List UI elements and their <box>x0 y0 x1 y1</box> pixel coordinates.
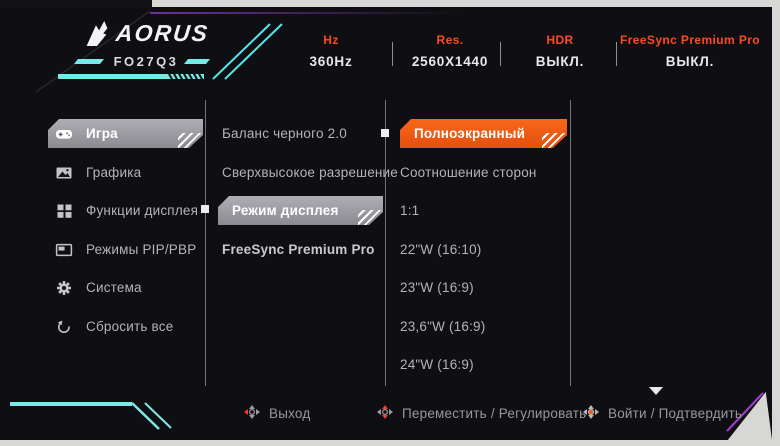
status-refresh-rate: Hz 360Hz <box>281 33 381 69</box>
divider-submenu <box>385 100 386 386</box>
status-value: 360Hz <box>309 54 353 69</box>
option-selection-marker <box>381 129 389 137</box>
hint-move-adjust: Переместить / Регулировать <box>376 403 586 423</box>
sidebar-highlight <box>48 119 203 148</box>
status-label: FreeSync Premium Pro <box>619 33 761 47</box>
joystick-press-icon <box>582 404 600 423</box>
scroll-down-icon[interactable] <box>649 387 663 395</box>
submenu-item-label: FreeSync Premium Pro <box>222 242 375 257</box>
sidebar-item-picture[interactable]: Графика <box>55 158 141 187</box>
status-separator <box>392 42 393 66</box>
joystick-updown-icon <box>376 404 394 423</box>
sidebar-item-label: Функции дисплея <box>86 203 199 218</box>
gear-icon <box>55 280 73 296</box>
option-item-23-6w[interactable]: 23,6"W (16:9) <box>400 312 485 341</box>
divider-sidebar <box>205 100 206 386</box>
option-item-fullscreen[interactable]: Полноэкранный <box>414 119 525 148</box>
sidebar-item-pip-pbp[interactable]: Режимы PIP/PBP <box>55 235 196 264</box>
status-value: ВЫКЛ. <box>535 54 585 69</box>
status-freesync: FreeSync Premium Pro ВЫКЛ. <box>614 33 766 69</box>
submenu-item-label: Сверхвысокое разрешение <box>222 165 399 180</box>
option-item-label: 23"W (16:9) <box>400 280 474 295</box>
option-item-1-1[interactable]: 1:1 <box>400 196 419 225</box>
sidebar-item-label: Графика <box>86 165 142 180</box>
status-label: Res. <box>436 33 464 47</box>
sidebar-item-reset-all[interactable]: Сбросить все <box>55 312 173 341</box>
status-resolution: Res. 2560X1440 <box>395 33 505 69</box>
option-item-23w[interactable]: 23"W (16:9) <box>400 273 474 302</box>
status-label: Hz <box>323 33 339 47</box>
status-separator <box>616 42 617 66</box>
hint-label: Переместить / Регулировать <box>402 405 587 421</box>
gamepad-icon <box>55 126 73 142</box>
submenu-item-super-resolution[interactable]: Сверхвысокое разрешение <box>222 158 398 187</box>
option-item-aspect-ratio[interactable]: Соотношение сторон <box>400 158 537 187</box>
option-item-24w[interactable]: 24"W (16:9) <box>400 350 474 379</box>
submenu-highlight <box>218 196 383 225</box>
sidebar-item-label: Сбросить все <box>86 319 174 334</box>
submenu-item-label: Баланс черного 2.0 <box>222 126 347 141</box>
sidebar-item-label: Система <box>86 280 142 295</box>
brand-name: AORUS <box>114 20 211 46</box>
joystick-left-icon <box>243 404 261 423</box>
option-item-label: Полноэкранный <box>414 126 526 141</box>
option-item-22w[interactable]: 22"W (16:10) <box>400 235 481 264</box>
sidebar-item-game[interactable]: Игра <box>55 119 118 148</box>
grid-icon <box>55 203 73 219</box>
hint-label: Выход <box>269 405 311 421</box>
submenu-item-label: Режим дисплея <box>232 203 339 218</box>
option-item-label: 22"W (16:10) <box>400 242 482 257</box>
option-item-label: 1:1 <box>400 203 420 218</box>
status-label: HDR <box>546 33 574 47</box>
status-hdr: HDR ВЫКЛ. <box>505 33 615 69</box>
submenu-item-black-equalizer[interactable]: Баланс черного 2.0 <box>222 119 347 148</box>
submenu-item-freesync[interactable]: FreeSync Premium Pro <box>222 235 375 264</box>
option-highlight <box>400 119 567 148</box>
status-value: 2560X1440 <box>411 54 489 69</box>
reset-icon <box>55 319 73 335</box>
submenu-selection-marker <box>201 205 209 213</box>
hint-label: Войти / Подтвердить <box>608 405 743 421</box>
hint-enter-confirm: Войти / Подтвердить <box>582 403 742 423</box>
pip-icon <box>55 242 73 258</box>
picture-icon <box>55 165 73 181</box>
hint-exit: Выход <box>243 403 310 423</box>
option-item-label: 24"W (16:9) <box>400 357 474 372</box>
sidebar-item-system[interactable]: Система <box>55 273 142 302</box>
top-left-shadow <box>0 0 152 8</box>
sidebar-item-display-functions[interactable]: Функции дисплея <box>55 196 198 225</box>
sidebar-item-label: Режимы PIP/PBP <box>86 242 197 257</box>
divider-options <box>570 100 571 386</box>
brand-logo: AORUS <box>84 20 211 47</box>
option-item-label: Соотношение сторон <box>400 165 537 180</box>
falcon-icon <box>86 21 108 46</box>
submenu-item-display-mode[interactable]: Режим дисплея <box>232 196 339 225</box>
option-item-label: 23,6"W (16:9) <box>400 319 486 334</box>
status-value: ВЫКЛ. <box>665 54 715 69</box>
model-name: FO27Q3 <box>113 54 179 69</box>
sidebar-item-label: Игра <box>86 126 118 141</box>
status-separator <box>500 42 501 66</box>
